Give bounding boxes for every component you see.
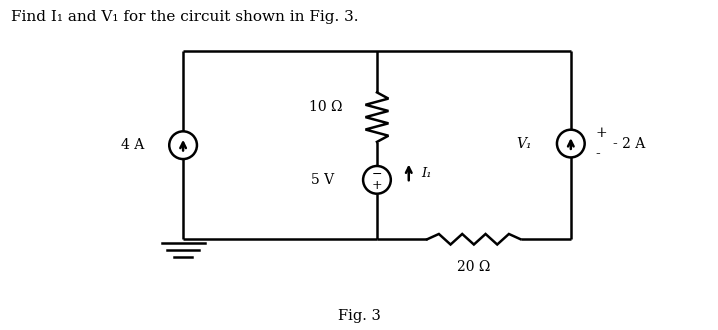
Text: Find I₁ and V₁ for the circuit shown in Fig. 3.: Find I₁ and V₁ for the circuit shown in … bbox=[11, 10, 358, 24]
Text: 5 V: 5 V bbox=[311, 173, 335, 187]
Text: +: + bbox=[372, 179, 382, 192]
Text: 20 Ω: 20 Ω bbox=[457, 260, 490, 274]
Text: - 2 A: - 2 A bbox=[613, 137, 645, 150]
Text: +: + bbox=[595, 126, 607, 140]
Text: -: - bbox=[595, 147, 600, 161]
Text: V₁: V₁ bbox=[516, 137, 532, 150]
Text: Fig. 3: Fig. 3 bbox=[337, 310, 381, 323]
Text: 4 A: 4 A bbox=[121, 138, 144, 152]
Text: 10 Ω: 10 Ω bbox=[309, 100, 342, 114]
Text: I₁: I₁ bbox=[421, 167, 432, 181]
Text: −: − bbox=[372, 168, 382, 181]
